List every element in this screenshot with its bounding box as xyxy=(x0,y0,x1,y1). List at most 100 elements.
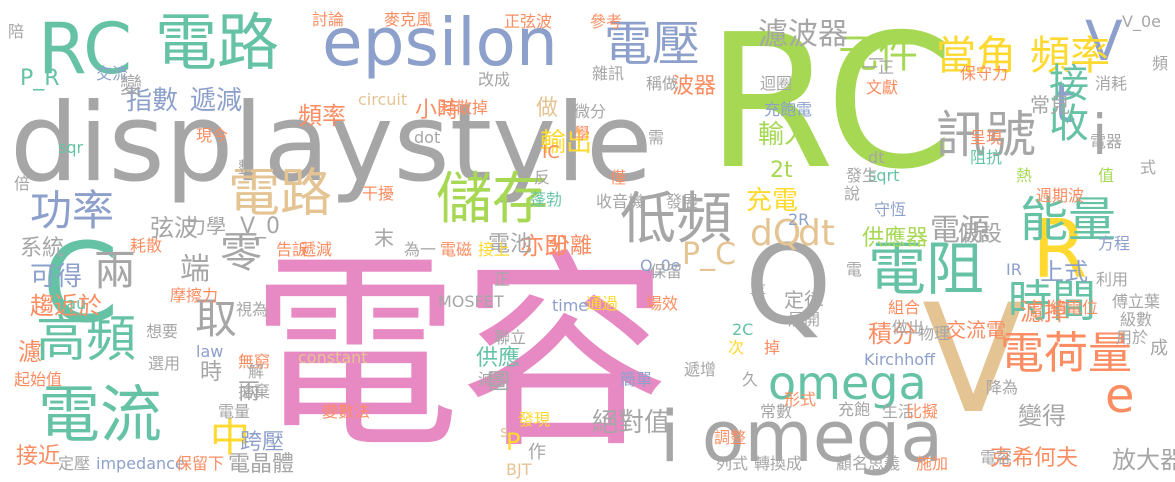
cloud-word: 假設 xyxy=(958,222,1003,247)
cloud-word: 絕對值 xyxy=(592,408,671,438)
cloud-word: 供應 xyxy=(476,346,521,371)
cloud-word: 圖 xyxy=(488,370,511,395)
cloud-word: 能量 xyxy=(1020,192,1117,248)
cloud-word: 討論 xyxy=(312,10,345,29)
cloud-word: 降為 xyxy=(986,378,1019,397)
cloud-word: 充飽電 xyxy=(764,100,813,119)
cloud-word: 事 xyxy=(750,282,767,301)
cloud-word: 元件 xyxy=(838,31,918,77)
cloud-word: circuit xyxy=(358,90,408,109)
cloud-word: 迴圈 xyxy=(760,74,793,93)
cloud-word: 級數 xyxy=(1120,310,1153,329)
cloud-word: RC xyxy=(38,8,133,90)
cloud-word: 解 xyxy=(248,362,265,381)
cloud-word: 變數法 xyxy=(322,402,371,421)
cloud-word: BJT xyxy=(506,460,532,479)
cloud-word: 掉 xyxy=(764,338,781,357)
cloud-word: 克希何夫 xyxy=(990,446,1079,471)
cloud-word: 力學 xyxy=(186,214,226,238)
cloud-word: V_0 xyxy=(240,214,281,239)
cloud-word: i omega xyxy=(660,396,944,478)
cloud-word: 發現 xyxy=(518,410,551,429)
cloud-word: 次 xyxy=(728,338,745,357)
cloud-word: 電 xyxy=(846,260,863,279)
cloud-word: 形式 xyxy=(784,390,817,409)
cloud-word: 交流 xyxy=(96,64,129,83)
cloud-word: 耗散掉 xyxy=(440,98,489,117)
cloud-word: 守恆 xyxy=(874,200,907,219)
cloud-word: 定壓 xyxy=(58,454,91,473)
cloud-word: 組合 xyxy=(888,298,921,317)
cloud-word: Kirchhoff xyxy=(864,350,936,369)
cloud-word: 濾波器 xyxy=(758,17,848,52)
cloud-word: 改成 xyxy=(478,70,511,89)
cloud-word: 常見 xyxy=(1030,93,1070,117)
cloud-word: e xyxy=(1105,368,1135,424)
cloud-word: V_0e xyxy=(1122,12,1161,31)
cloud-word: 物理 xyxy=(918,324,951,343)
cloud-word: 末 xyxy=(374,226,394,250)
cloud-word: 一 xyxy=(868,50,885,69)
cloud-word: 端 xyxy=(180,252,210,287)
cloud-word: 微分 xyxy=(574,102,607,121)
cloud-word: displaystyle xyxy=(10,81,653,206)
cloud-word: 正弦波 xyxy=(504,12,553,31)
cloud-word: 分離 xyxy=(548,234,593,259)
cloud-word: 用於 xyxy=(1116,328,1149,347)
cloud-word: 陪 xyxy=(8,22,25,41)
cloud-word: 頻 xyxy=(1152,54,1169,73)
cloud-word: 干擾 xyxy=(362,184,395,203)
cloud-word: 呈現 xyxy=(970,128,1003,147)
cloud-word: 輸出 xyxy=(540,128,593,158)
cloud-word: 列式 xyxy=(716,454,749,473)
cloud-word: 兩 xyxy=(238,380,261,405)
cloud-word: 常數 xyxy=(760,402,793,421)
cloud-word: 電源 xyxy=(930,213,990,248)
cloud-word: 捨棄 xyxy=(238,382,271,401)
cloud-word: 作 xyxy=(528,442,546,463)
cloud-word: 發展 xyxy=(666,192,699,211)
cloud-word: 積分 xyxy=(868,320,916,348)
cloud-word: IR xyxy=(1006,260,1022,279)
cloud-word: 濾 xyxy=(18,338,42,366)
cloud-word: 場效 xyxy=(646,294,679,313)
cloud-word: 取 xyxy=(195,294,238,343)
cloud-word: 做 xyxy=(536,96,559,121)
cloud-word: 2t xyxy=(770,158,793,183)
cloud-word: 告訴 xyxy=(276,240,309,259)
cloud-word: 頻率 xyxy=(1030,33,1110,79)
cloud-word: 小時 xyxy=(415,98,460,123)
cloud-word: 電阻 xyxy=(868,235,985,303)
cloud-word: tau xyxy=(60,294,87,313)
cloud-word: 中 xyxy=(210,415,250,461)
cloud-word: 方程 xyxy=(1098,234,1131,253)
cloud-word: time xyxy=(552,296,589,315)
cloud-word: Q_0e xyxy=(640,256,681,275)
cloud-word: 接收 xyxy=(1042,62,1088,142)
cloud-word: 文獻 xyxy=(866,78,899,97)
cloud-word: 供應器 xyxy=(862,226,929,251)
cloud-word: 變 xyxy=(120,74,143,99)
cloud-word: V xyxy=(922,273,1025,447)
cloud-word: 趨近於 xyxy=(30,292,102,320)
cloud-word: s xyxy=(500,422,509,441)
cloud-word: 施加 xyxy=(916,454,949,473)
cloud-word: epsilon xyxy=(322,4,558,81)
cloud-word: 減少 xyxy=(478,370,511,389)
cloud-word: 式 xyxy=(1140,158,1157,177)
cloud-word: V xyxy=(1085,9,1123,73)
cloud-word: sqr xyxy=(58,138,84,157)
cloud-word: 麥克風 xyxy=(384,10,433,29)
cloud-word: 弦波 xyxy=(150,214,198,242)
cloud-word: 消耗 xyxy=(1095,74,1128,93)
cloud-word: 顧名思義 xyxy=(836,454,901,473)
cloud-word: 時 xyxy=(200,360,223,385)
cloud-word: 稱做 xyxy=(646,74,679,93)
cloud-word: 保留下 xyxy=(176,454,225,473)
cloud-word: 反 xyxy=(534,168,551,187)
cloud-word: 兩 xyxy=(94,246,137,295)
cloud-word: 正 xyxy=(494,270,511,289)
cloud-word: 可得 xyxy=(30,262,83,292)
cloud-word: 成 xyxy=(1150,338,1168,359)
cloud-word: 需 xyxy=(648,128,665,147)
